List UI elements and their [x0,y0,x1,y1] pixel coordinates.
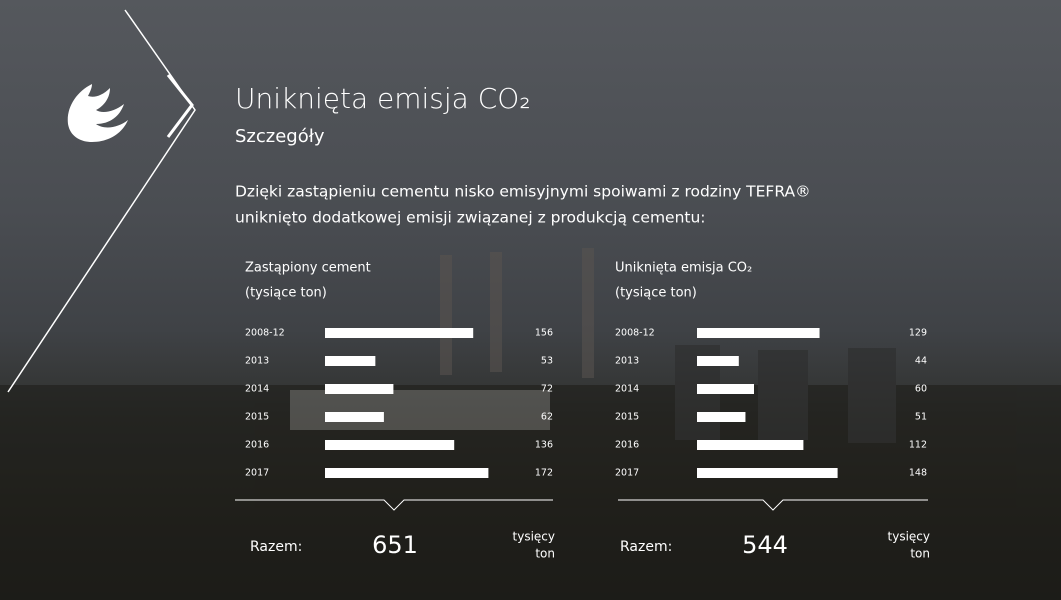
value-label: 172 [535,468,553,479]
category-label: 2015 [245,412,269,423]
bar [697,384,754,394]
total-label: Razem: [620,539,672,555]
description-line: uniknięto dodatkowej emisji związanej z … [235,209,706,227]
scenery [0,248,1061,600]
category-label: 2013 [615,356,639,367]
chart-subtitle: (tysiące ton) [245,286,327,301]
decor-line [7,9,196,393]
value-label: 129 [909,328,927,339]
bar [697,440,804,450]
bar [325,356,376,366]
category-label: 2014 [615,384,639,395]
bar [697,412,746,422]
value-label: 62 [541,412,553,423]
category-label: 2016 [245,440,269,451]
logo [67,84,128,142]
bar [697,468,838,478]
value-label: 148 [909,468,927,479]
bracket [618,499,928,511]
value-label: 44 [915,356,927,367]
value-label: 136 [535,440,553,451]
category-label: 2014 [245,384,269,395]
chart-subtitle: (tysiące ton) [615,286,697,301]
bar [325,384,394,394]
category-label: 2017 [245,468,269,479]
total-unit: tysięcy [513,530,555,544]
description-line: Dzięki zastąpieniu cementu nisko emisyjn… [235,183,811,201]
subtitle: Szczegóły [235,126,325,147]
bar [325,440,455,450]
value-label: 51 [915,412,927,423]
bracket [235,499,553,511]
category-label: 2016 [615,440,639,451]
total-label: Razem: [250,539,302,555]
bar [325,328,474,338]
category-label: 2013 [245,356,269,367]
bar [697,328,820,338]
decor-chevron [166,74,194,138]
value-label: 60 [915,384,927,395]
title: Uniknięta emisja CO₂ [235,82,531,115]
category-label: 2008-12 [245,328,285,339]
chart-title: Zastąpiony cement [245,261,371,276]
category-label: 2008-12 [615,328,655,339]
bar [325,468,489,478]
value-label: 112 [909,440,927,451]
value-label: 53 [541,356,553,367]
total-unit: tysięcy [888,530,930,544]
total-unit: ton [535,547,555,561]
total-value: 544 [742,531,788,559]
chart-title: Uniknięta emisja CO₂ [615,261,752,276]
category-label: 2017 [615,468,639,479]
category-label: 2015 [615,412,639,423]
value-label: 72 [541,384,553,395]
value-label: 156 [535,328,553,339]
total-unit: ton [910,547,930,561]
bar [325,412,384,422]
bar [697,356,739,366]
total-value: 651 [372,531,418,559]
